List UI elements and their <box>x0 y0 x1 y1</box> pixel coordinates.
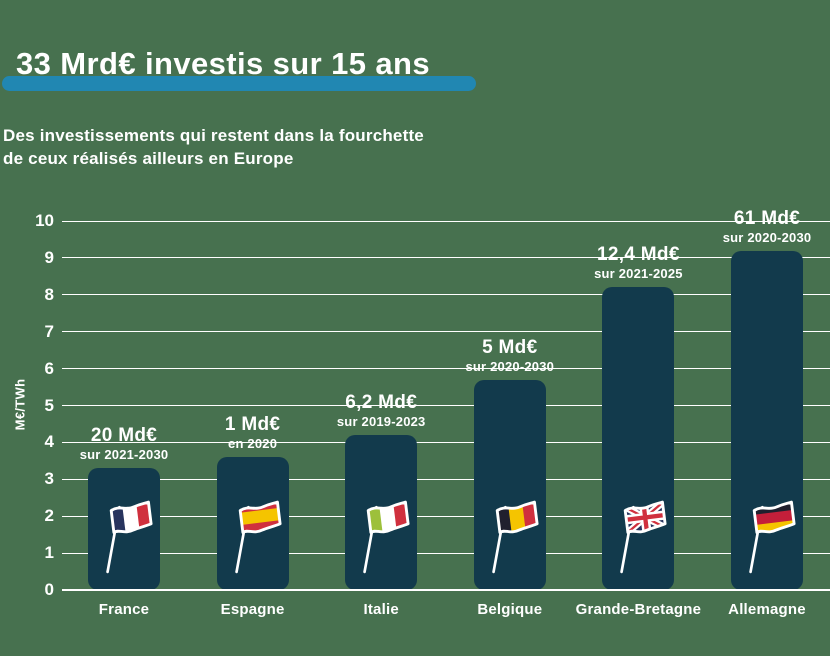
bar-grande-bretagne <box>602 287 675 590</box>
gridline-8 <box>62 294 830 296</box>
gridline-7 <box>62 331 830 333</box>
gridline-3 <box>62 478 830 480</box>
subtitle-line-1: Des investissements qui restent dans la … <box>3 126 424 145</box>
bar-allemagne <box>731 250 803 590</box>
y-tick-label-3: 3 <box>44 469 54 489</box>
y-tick-label-7: 7 <box>44 321 54 341</box>
value-amount: 61 Md€ <box>733 207 801 229</box>
y-tick-label-1: 1 <box>44 543 54 563</box>
gridline-5 <box>62 405 830 406</box>
x-axis-label-grande-bretagne: Grande-Bretagne <box>575 601 702 618</box>
y-tick-label-10: 10 <box>35 211 54 230</box>
value-period: sur 2019-2023 <box>336 414 426 430</box>
value-period: sur 2020-2030 <box>722 229 812 245</box>
value-amount: 20 Md€ <box>90 425 158 447</box>
value-amount: 1 Md€ <box>224 414 281 436</box>
value-label-allemagne: 61 Md€ sur 2020-2030 <box>677 209 830 244</box>
grande-bretagne-flag-icon <box>620 500 667 574</box>
value-amount: 12,4 Md€ <box>597 244 680 266</box>
belgique-flag-icon <box>492 500 539 574</box>
y-tick-label-8: 8 <box>44 284 54 304</box>
subtitle: Des investissements qui restent dans la … <box>3 124 424 170</box>
value-period: sur 2020-2030 <box>465 358 555 374</box>
x-axis-label-italie: Italie <box>363 601 399 618</box>
italie-flag-icon <box>363 500 410 574</box>
france-flag-icon <box>106 500 153 574</box>
bar-belgique <box>473 379 546 590</box>
value-label-grande-bretagne: 12,4 Md€ sur 2021-2025 <box>548 245 728 280</box>
x-axis-label-belgique: Belgique <box>477 601 543 618</box>
gridline-1 <box>62 552 830 554</box>
subtitle-line-2: de ceux réalisés ailleurs en Europe <box>3 149 294 168</box>
page-title: 33 Mrd€ investis sur 15 ans <box>16 46 430 81</box>
value-label-italie: 6,2 Md€ sur 2019-2023 <box>291 393 471 428</box>
title-highlight-bar <box>2 76 476 91</box>
x-axis-label-allemagne: Allemagne <box>728 601 806 618</box>
y-tick-label-5: 5 <box>44 395 54 415</box>
espagne-flag-icon <box>234 500 282 574</box>
x-axis-line <box>62 589 830 591</box>
gridline-10 <box>62 220 830 222</box>
gridline-4 <box>62 441 830 443</box>
value-amount: 6,2 Md€ <box>345 392 418 414</box>
x-axis-label-france: France <box>98 601 150 618</box>
value-period: sur 2021-2025 <box>594 266 683 282</box>
y-tick-label-2: 2 <box>44 506 54 526</box>
y-tick-label-0: 0 <box>44 580 54 599</box>
gridline-9 <box>62 257 830 259</box>
gridline-2 <box>62 515 830 517</box>
y-tick-label-4: 4 <box>44 432 54 452</box>
value-label-france: 20 Md€ sur 2021-2030 <box>34 426 214 461</box>
value-label-espagne: 1 Md€ en 2020 <box>163 415 343 450</box>
y-tick-label-6: 6 <box>44 358 54 378</box>
value-amount: 5 Md€ <box>482 336 538 358</box>
gridline-6 <box>62 368 830 370</box>
value-period: en 2020 <box>228 436 278 452</box>
value-period: sur 2021-2030 <box>79 447 169 463</box>
value-label-belgique: 5 Md€ sur 2020-2030 <box>420 338 600 373</box>
x-axis-label-espagne: Espagne <box>220 601 285 618</box>
allemagne-flag-icon <box>749 500 796 574</box>
y-tick-label-9: 9 <box>44 247 54 267</box>
header: 33 Mrd€ investis sur 15 ans <box>0 0 830 110</box>
